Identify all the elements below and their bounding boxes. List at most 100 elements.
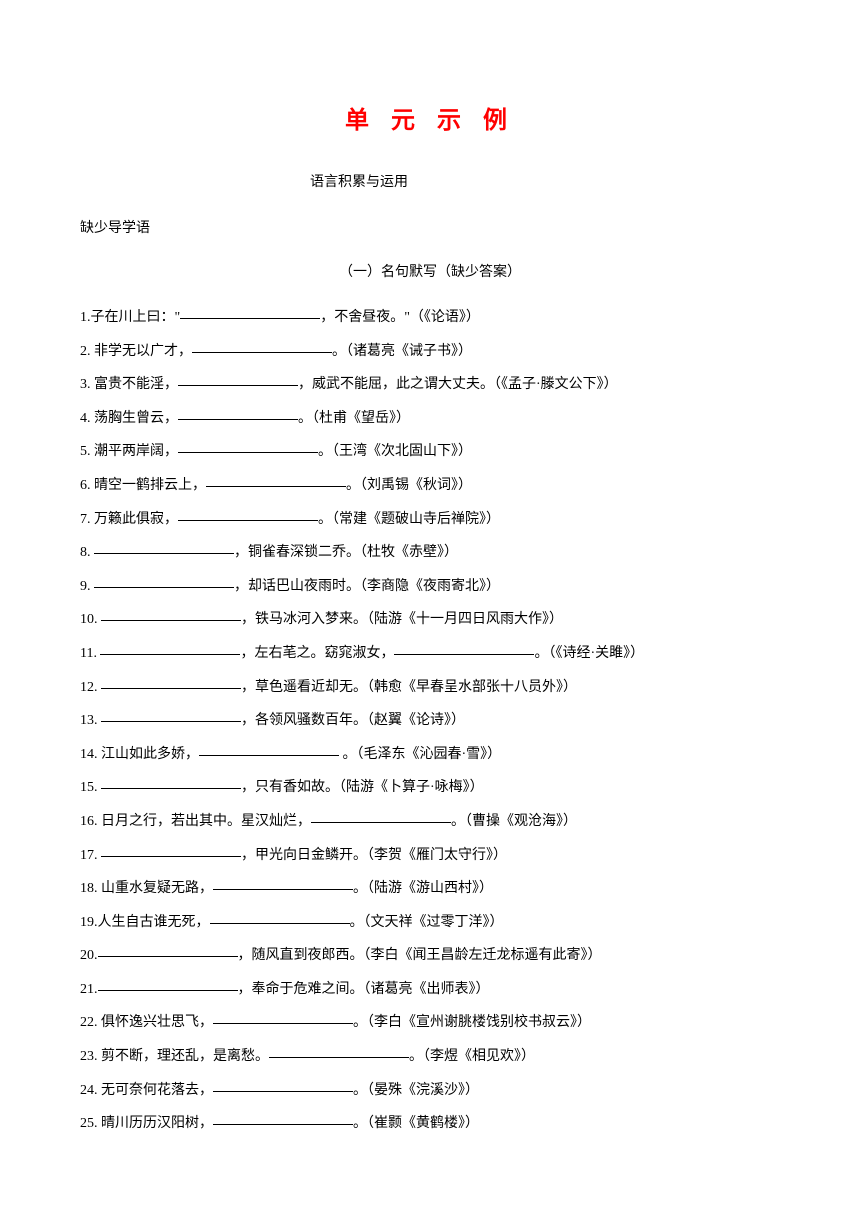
fill-blank [101, 607, 241, 621]
question-number: 20. [80, 948, 98, 963]
question-text-after: ，各领风骚数百年。（赵翼《论诗》） [241, 713, 465, 728]
question-item: 11. ，左右芼之。窈窕淑女，。（《诗经·关雎》） [80, 637, 780, 671]
question-text-after: 。（杜甫《望岳》） [298, 411, 410, 426]
question-item: 4. 荡胸生曾云，。（杜甫《望岳》） [80, 402, 780, 436]
question-text-after: 。（陆游《游山西村》） [353, 881, 493, 896]
question-text-after: ，只有香如故。（陆游《卜算子·咏梅》） [241, 780, 484, 795]
question-item: 16. 日月之行，若出其中。星汉灿烂，。（曹操《观沧海》） [80, 805, 780, 839]
question-text-after: 。（《诗经·关雎》） [534, 646, 644, 661]
question-number: 3. [80, 377, 91, 392]
question-text-before: 万籁此俱寂， [91, 512, 179, 527]
question-text-before: 江山如此多娇， [98, 747, 200, 762]
section-title: （一）名句默写（缺少答案） [80, 261, 780, 281]
question-number: 17. [80, 848, 98, 863]
fill-blank [178, 372, 298, 386]
fill-blank [192, 339, 332, 353]
fill-blank [213, 1111, 353, 1125]
question-number: 9. [80, 579, 91, 594]
question-number: 16. [80, 814, 98, 829]
question-text-before: 剪不断，理还乱，是离愁。 [98, 1049, 270, 1064]
question-item: 3. 富贵不能淫， ，威武不能屈，此之谓大丈夫。（《孟子·滕文公下》） [80, 368, 780, 402]
fill-blank [210, 910, 350, 924]
question-number: 6. [80, 478, 91, 493]
question-text-before: 山重水复疑无路， [98, 881, 214, 896]
question-text-after: 。（文天祥《过零丁洋》） [350, 915, 504, 930]
question-text-before: 子在川上曰：" [91, 310, 181, 325]
question-item: 14. 江山如此多娇， 。（毛泽东《沁园春·雪》） [80, 738, 780, 772]
question-item: 25. 晴川历历汉阳树， 。（崔颢《黄鹤楼》） [80, 1107, 780, 1141]
question-number: 7. [80, 512, 91, 527]
fill-blank [269, 1044, 409, 1058]
fill-blank [180, 305, 320, 319]
question-text-before: 晴川历历汉阳树， [98, 1116, 214, 1131]
question-text-after: 。（晏殊《浣溪沙》） [353, 1083, 479, 1098]
question-item: 20.，随风直到夜郎西。（李白《闻王昌龄左迁龙标遥有此寄》） [80, 939, 780, 973]
question-text-after: ，铁马冰河入梦来。（陆游《十一月四日风雨大作》） [241, 612, 563, 627]
question-item: 1.子在川上曰：" ，不舍昼夜。"（《论语》） [80, 301, 780, 335]
question-number: 2. [80, 344, 91, 359]
question-text-before: 俱怀逸兴壮思飞， [98, 1015, 214, 1030]
question-text-after: ，却话巴山夜雨时。（李商隐《夜雨寄北》） [234, 579, 500, 594]
question-text-after: 。（曹操《观沧海》） [451, 814, 577, 829]
question-text-after: ，草色遥看近却无。（韩愈《早春呈水部张十八员外》） [241, 680, 577, 695]
document-title: 单 元 示 例 [80, 100, 780, 135]
fill-blank [101, 675, 241, 689]
question-item: 6. 晴空一鹤排云上， 。（刘禹锡《秋词》） [80, 469, 780, 503]
fill-blank [213, 876, 353, 890]
question-number: 14. [80, 747, 98, 762]
fill-blank [199, 742, 339, 756]
question-number: 12. [80, 680, 98, 695]
question-text-mid: ，左右芼之。窈窕淑女， [240, 646, 394, 661]
fill-blank [100, 641, 240, 655]
question-text-after: ，威武不能屈，此之谓大丈夫。（《孟子·滕文公下》） [298, 377, 618, 392]
fill-blank [213, 1010, 353, 1024]
question-number: 23. [80, 1049, 98, 1064]
question-text-before: 荡胸生曾云， [91, 411, 179, 426]
document-note: 缺少导学语 [80, 217, 780, 237]
question-item: 17. ，甲光向日金鳞开。（李贺《雁门太守行》） [80, 839, 780, 873]
question-number: 8. [80, 545, 91, 560]
fill-blank [206, 473, 346, 487]
question-number: 19. [80, 915, 98, 930]
question-item: 13. ，各领风骚数百年。（赵翼《论诗》） [80, 704, 780, 738]
fill-blank [394, 641, 534, 655]
question-text-before: 晴空一鹤排云上， [91, 478, 207, 493]
question-item: 18. 山重水复疑无路， 。（陆游《游山西村》） [80, 872, 780, 906]
question-item: 19.人生自古谁无死，。（文天祥《过零丁洋》） [80, 906, 780, 940]
fill-blank [213, 1078, 353, 1092]
fill-blank [98, 943, 238, 957]
question-text-after: ，不舍昼夜。"（《论语》） [320, 310, 480, 325]
question-number: 24. [80, 1083, 98, 1098]
fill-blank [94, 574, 234, 588]
question-text-after: 。（毛泽东《沁园春·雪》） [339, 747, 501, 762]
question-text-before: 无可奈何花落去， [98, 1083, 214, 1098]
question-number: 18. [80, 881, 98, 896]
question-text-before: 非学无以广才， [91, 344, 193, 359]
question-number: 10. [80, 612, 98, 627]
question-item: 22. 俱怀逸兴壮思飞，。（李白《宣州谢朓楼饯别校书叔云》） [80, 1006, 780, 1040]
question-item: 2. 非学无以广才， 。（诸葛亮《诫子书》） [80, 335, 780, 369]
question-text-after: 。（刘禹锡《秋词》） [346, 478, 472, 493]
question-number: 21. [80, 982, 98, 997]
question-item: 15. ，只有香如故。（陆游《卜算子·咏梅》） [80, 771, 780, 805]
question-text-after: ，甲光向日金鳞开。（李贺《雁门太守行》） [241, 848, 507, 863]
fill-blank [178, 406, 298, 420]
document-subtitle: 语言积累与运用 [210, 171, 780, 191]
question-item: 7. 万籁此俱寂，。（常建《题破山寺后禅院》） [80, 503, 780, 537]
question-text-after: ，铜雀春深锁二乔。（杜牧《赤壁》） [234, 545, 458, 560]
question-list: 1.子在川上曰：" ，不舍昼夜。"（《论语》） 2. 非学无以广才， 。（诸葛亮《诫子… [80, 301, 780, 1141]
question-text-after: 。（崔颢《黄鹤楼》） [353, 1116, 479, 1131]
question-number: 25. [80, 1116, 98, 1131]
fill-blank [101, 843, 241, 857]
question-number: 13. [80, 713, 98, 728]
question-text-before: 富贵不能淫， [91, 377, 179, 392]
fill-blank [101, 708, 241, 722]
question-item: 24. 无可奈何花落去， 。（晏殊《浣溪沙》） [80, 1074, 780, 1108]
question-number: 1. [80, 310, 91, 325]
question-number: 22. [80, 1015, 98, 1030]
question-item: 23. 剪不断，理还乱，是离愁。。（李煜《相见欢》） [80, 1040, 780, 1074]
question-item: 21.，奉命于危难之间。（诸葛亮《出师表》） [80, 973, 780, 1007]
question-text-after: 。（王湾《次北固山下》） [318, 444, 472, 459]
fill-blank [178, 439, 318, 453]
question-text-after: 。（诸葛亮《诫子书》） [332, 344, 472, 359]
